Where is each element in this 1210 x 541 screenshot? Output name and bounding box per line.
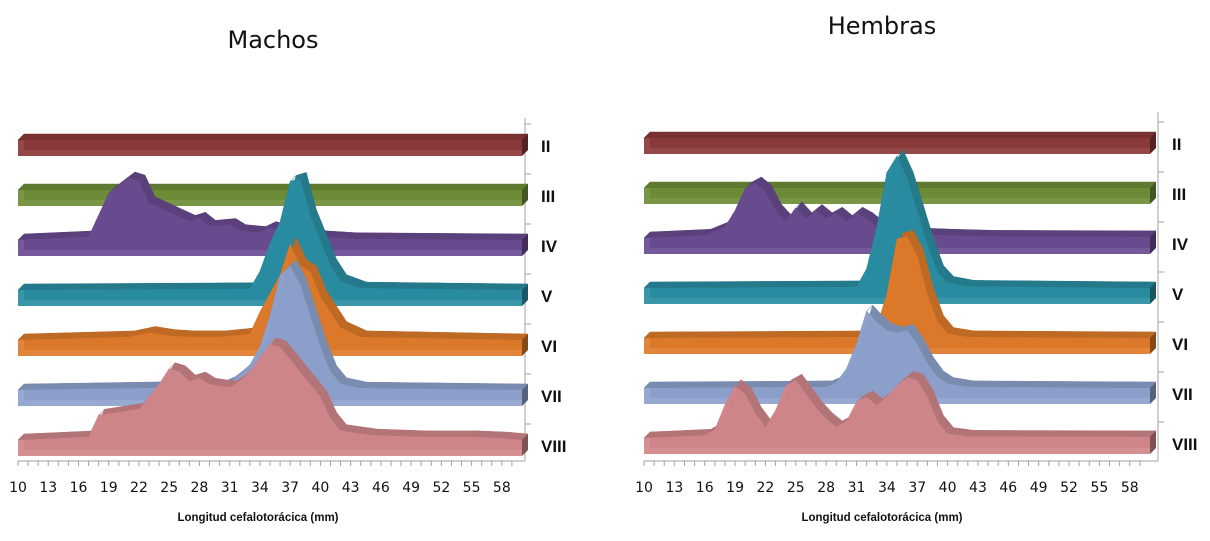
series-area: [644, 377, 1150, 454]
series-V: [643, 149, 1157, 304]
x-tick-label: 25: [160, 480, 178, 496]
series-label: VI: [1172, 335, 1188, 354]
series-edge: [1150, 282, 1156, 304]
series-label: II: [541, 137, 550, 156]
series-ridge: [17, 133, 529, 141]
series-edge: [1150, 230, 1156, 254]
x-tick-label: 31: [848, 480, 866, 496]
x-tick-label: 34: [251, 480, 269, 496]
series-II: [17, 133, 529, 156]
x-tick-label: 52: [432, 480, 450, 496]
series-area: [18, 190, 522, 206]
x-tick-label: 55: [1090, 480, 1108, 496]
series-area: [18, 140, 522, 156]
series-area: [18, 178, 522, 306]
series-label: IV: [1172, 235, 1189, 254]
chart-title: Machos: [227, 26, 318, 54]
series-VII: [643, 304, 1157, 404]
x-tick-label: 28: [817, 480, 835, 496]
x-tick-label: 34: [878, 480, 896, 496]
series-edge: [1150, 382, 1156, 404]
x-tick-label: 28: [191, 480, 209, 496]
series-edge: [1150, 332, 1156, 354]
series-edge: [522, 334, 528, 356]
x-tick-label: 40: [311, 480, 329, 496]
series-label: VII: [1172, 385, 1193, 404]
series-edge: [522, 434, 528, 456]
series-label: III: [1172, 185, 1186, 204]
series-label: IV: [541, 237, 558, 256]
x-tick-label: 58: [493, 480, 511, 496]
series-III: [17, 183, 529, 206]
series-V: [17, 171, 529, 306]
series-label: VIII: [1172, 435, 1198, 454]
series-edge: [522, 134, 528, 156]
series-label: VIII: [541, 437, 567, 456]
series-label: V: [541, 287, 553, 306]
series-area: [18, 266, 522, 406]
x-tick-label: 16: [70, 480, 88, 496]
series-area: [18, 243, 522, 356]
x-tick-label: 16: [696, 480, 714, 496]
x-tick-label: 46: [372, 480, 390, 496]
series-VIII: [17, 337, 529, 456]
x-tick-label: 19: [726, 480, 744, 496]
x-axis-label: Longitud cefalotorácica (mm): [801, 512, 962, 524]
x-tick-label: 40: [939, 480, 957, 496]
series-area: [18, 178, 522, 256]
x-tick-label: 49: [402, 480, 420, 496]
series-edge: [522, 184, 528, 206]
series-area: [644, 183, 1150, 254]
series-label: V: [1172, 285, 1184, 304]
series-label: II: [1172, 135, 1181, 154]
series-area: [18, 343, 522, 456]
chart-title: Hembras: [828, 12, 937, 40]
x-tick-label: 52: [1060, 480, 1078, 496]
series-area: [644, 156, 1150, 304]
x-tick-label: 22: [130, 480, 148, 496]
series-ridge: [643, 131, 1157, 139]
series-VIII: [643, 371, 1157, 454]
x-tick-label: 58: [1121, 480, 1139, 496]
series-area: [644, 236, 1150, 354]
series-area: [644, 311, 1150, 404]
series-edge: [1150, 182, 1156, 204]
x-tick-label: 43: [342, 480, 360, 496]
x-tick-label: 25: [787, 480, 805, 496]
x-tick-label: 49: [1030, 480, 1048, 496]
series-area: [644, 138, 1150, 154]
series-label: VI: [541, 337, 557, 356]
x-tick-label: 10: [9, 480, 27, 496]
series-edge: [1150, 132, 1156, 154]
x-axis-label: Longitud cefalotorácica (mm): [177, 512, 338, 524]
series-edge: [522, 284, 528, 306]
x-tick-label: 19: [100, 480, 118, 496]
series-ridge: [17, 183, 529, 191]
x-tick-label: 37: [281, 480, 299, 496]
series-edge: [522, 234, 528, 256]
x-tick-label: 55: [463, 480, 481, 496]
chart-1: Machos 10 13 16 19 22 25 28 31 34 37 40 43 46 49 52 55 58…: [9, 26, 566, 524]
x-tick-label: 31: [221, 480, 239, 496]
series-edge: [1150, 430, 1156, 454]
series-edge: [522, 384, 528, 406]
x-tick-label: 46: [999, 480, 1017, 496]
chart-2: Hembras 10 13 16 19 22 25 28 31 34 37 40 43 46 49 52 55 5…: [635, 12, 1197, 524]
x-tick-label: 37: [908, 480, 926, 496]
x-tick-label: 43: [969, 480, 987, 496]
x-tick-label: 13: [665, 480, 683, 496]
series-label: VII: [541, 387, 562, 406]
x-tick-label: 10: [635, 480, 653, 496]
series-II: [643, 131, 1157, 154]
x-tick-label: 22: [757, 480, 775, 496]
series-label: III: [541, 187, 555, 206]
x-tick-label: 13: [39, 480, 57, 496]
